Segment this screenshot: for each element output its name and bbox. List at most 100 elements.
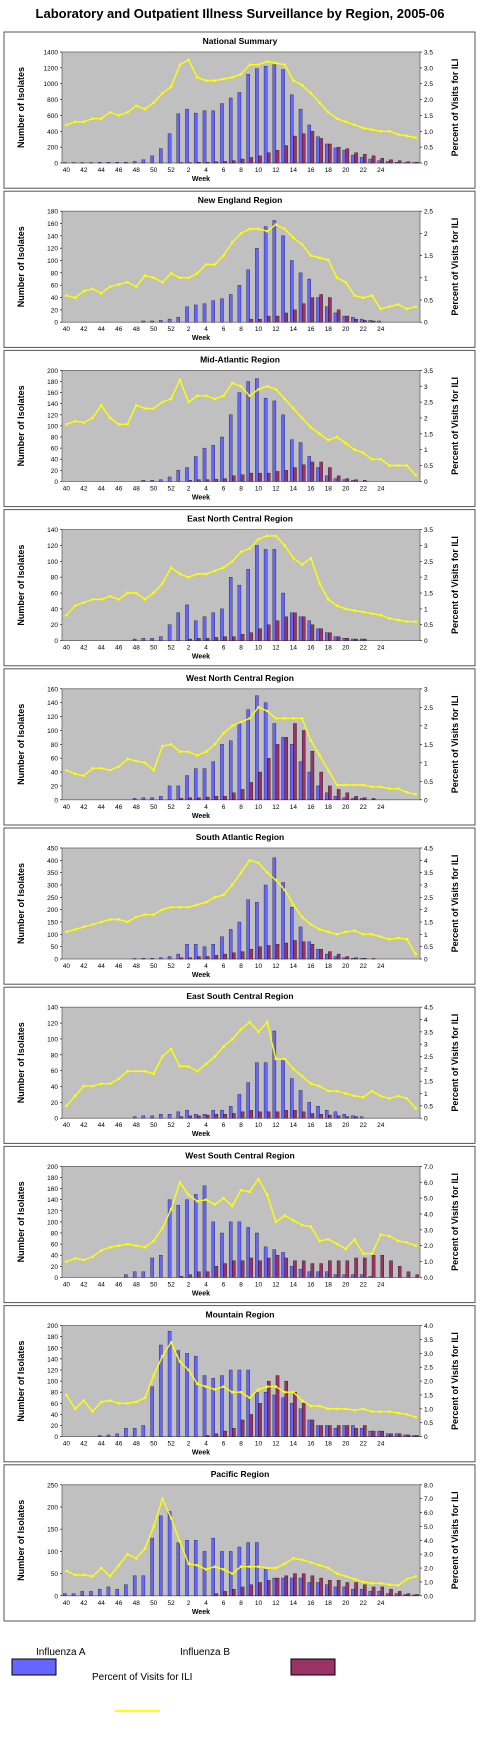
ili-point — [274, 61, 278, 65]
ili-point — [309, 1561, 313, 1564]
ili-point — [265, 871, 269, 874]
bar-influenza-a — [176, 1111, 181, 1119]
chart-title: National Summary — [203, 36, 278, 46]
bar-influenza-a — [351, 958, 355, 960]
bar-influenza-a — [298, 442, 303, 482]
ili-point — [91, 1084, 94, 1088]
bar-influenza-a — [211, 110, 215, 164]
bar-influenza-a — [228, 577, 233, 641]
bar-influenza-b — [284, 942, 288, 960]
bar-influenza-b — [345, 638, 350, 641]
bar-influenza-b — [275, 744, 280, 800]
bar-influenza-a — [263, 1246, 268, 1278]
bar-influenza-a — [141, 1115, 146, 1119]
bar-influenza-a — [185, 944, 189, 960]
x-tick-label: 14 — [290, 1441, 298, 1448]
chart-panel: New England Region0204060801001201401601… — [3, 190, 476, 348]
x-tick-label: 50 — [150, 485, 158, 492]
right-axis-label: Percent of Visits for ILI — [450, 1014, 460, 1112]
bar-influenza-a — [316, 628, 320, 641]
ili-point — [152, 913, 155, 916]
x-tick-label: 6 — [222, 1441, 226, 1448]
ili-point — [213, 896, 217, 899]
y2-tick-label: 1.5 — [424, 1392, 433, 1399]
bar-influenza-a — [246, 74, 250, 164]
ili-point — [257, 63, 260, 66]
ili-point — [257, 706, 260, 709]
y2-tick-label: 5.0 — [424, 1524, 433, 1531]
bar-influenza-a — [246, 381, 250, 482]
ili-point — [309, 556, 313, 560]
ili-point — [335, 117, 339, 120]
left-axis-label: Number of Isolates — [16, 1022, 26, 1103]
y-tick-label: 20 — [51, 1423, 59, 1430]
bar-influenza-b — [319, 628, 323, 641]
bar-influenza-a — [220, 436, 224, 482]
x-tick-label: 52 — [168, 963, 176, 970]
bar-influenza-b — [293, 135, 297, 164]
x-tick-label: 10 — [255, 1441, 263, 1448]
x-tick-label: 18 — [325, 1600, 333, 1607]
ili-point — [274, 223, 278, 226]
y-tick-label: 180 — [47, 1334, 58, 1341]
bar-influenza-b — [249, 632, 254, 641]
bar-influenza-b — [240, 951, 245, 960]
bar-influenza-a — [272, 1577, 277, 1596]
x-axis-label: Week — [192, 972, 210, 979]
x-tick-label: 16 — [307, 1281, 315, 1288]
ili-point — [117, 283, 120, 286]
x-tick-label: 12 — [272, 485, 280, 492]
bar-influenza-a — [141, 320, 146, 323]
bar-influenza-a — [150, 1537, 154, 1596]
ili-point — [396, 1411, 400, 1415]
ili-point — [248, 1020, 251, 1024]
bar-influenza-b — [301, 941, 306, 960]
y-tick-label: 20 — [51, 1100, 59, 1107]
ili-point — [239, 1188, 243, 1192]
ili-point — [379, 1094, 382, 1098]
ili-point — [370, 458, 374, 461]
x-tick-label: 16 — [307, 804, 315, 811]
ili-point — [231, 560, 234, 563]
bar-influenza-a — [290, 1403, 294, 1437]
bar-influenza-a — [237, 285, 242, 323]
ili-point — [362, 610, 365, 614]
chart-panel: West North Central Region020406080100120… — [3, 668, 476, 826]
ili-point — [126, 1242, 129, 1246]
bar-influenza-a — [263, 1062, 268, 1119]
x-tick-label: 42 — [80, 1441, 88, 1448]
x-tick-label: 40 — [63, 1441, 71, 1448]
bar-influenza-a — [255, 68, 259, 164]
bar-influenza-a — [281, 1252, 285, 1278]
bar-influenza-a — [281, 737, 285, 800]
ili-point — [231, 1038, 234, 1041]
bar-influenza-a — [167, 476, 172, 482]
y-tick-label: 60 — [51, 1401, 59, 1408]
bar-influenza-b — [354, 796, 358, 800]
y2-tick-label: 2.5 — [424, 895, 433, 902]
bar-influenza-b — [336, 146, 341, 164]
x-tick-label: 20 — [342, 1122, 350, 1129]
y2-tick-label: 3.5 — [424, 50, 433, 57]
bar-influenza-b — [319, 138, 323, 164]
y-tick-label: 100 — [47, 423, 58, 430]
ili-point — [117, 765, 120, 768]
bar-influenza-a — [228, 414, 233, 482]
bar-influenza-a — [211, 1110, 215, 1119]
bar-influenza-b — [258, 1403, 262, 1437]
x-tick-label: 12 — [272, 1122, 280, 1129]
x-tick-label: 46 — [115, 963, 123, 970]
ili-point — [231, 381, 234, 385]
y2-tick-label: 3 — [424, 686, 428, 693]
chart-title: Mid-Atlantic Region — [200, 354, 280, 364]
y-tick-label: 0 — [54, 1275, 58, 1282]
bar-influenza-a — [159, 1344, 163, 1437]
ili-point — [222, 394, 225, 397]
left-axis-label: Number of Isolates — [16, 385, 26, 466]
bar-influenza-b — [310, 1113, 315, 1119]
ili-point — [196, 1382, 199, 1386]
x-axis-label: Week — [192, 654, 210, 661]
ili-point — [187, 575, 190, 579]
y-tick-label: 60 — [51, 1068, 59, 1075]
x-tick-label: 24 — [377, 485, 385, 492]
